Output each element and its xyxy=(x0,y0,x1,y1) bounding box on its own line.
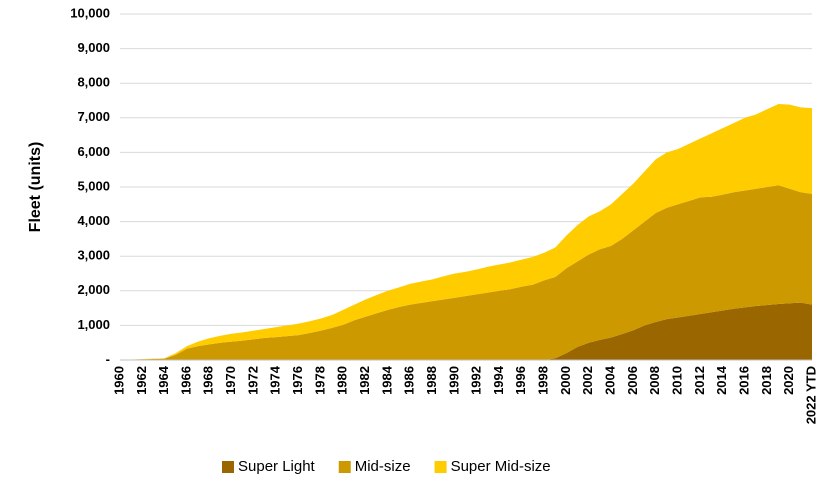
y-tick-label: 10,000 xyxy=(70,5,110,20)
y-tick-label: 2,000 xyxy=(77,282,110,297)
y-tick-label: 8,000 xyxy=(77,75,110,90)
x-tick-label: 1990 xyxy=(446,366,461,395)
x-tick-label: 2022 YTD xyxy=(803,366,818,424)
x-tick-label: 1966 xyxy=(178,366,193,395)
x-tick-label: 1974 xyxy=(268,365,283,395)
area xyxy=(120,302,812,360)
y-tick-label: 7,000 xyxy=(77,109,110,124)
x-tick-label: 1988 xyxy=(424,366,439,395)
x-tick-label: 1992 xyxy=(469,366,484,395)
x-tick-label: 1986 xyxy=(402,366,417,395)
x-tick-label: 2012 xyxy=(692,366,707,395)
x-tick-label: 2006 xyxy=(625,366,640,395)
x-tick-label: 1998 xyxy=(536,366,551,395)
x-tick-label: 1994 xyxy=(491,365,506,395)
y-tick-label: - xyxy=(106,351,110,366)
x-tick-label: 1960 xyxy=(111,366,126,395)
x-tick-label: 1964 xyxy=(156,365,171,395)
y-tick-label: 4,000 xyxy=(77,213,110,228)
legend-swatch xyxy=(434,461,447,473)
x-tick-label: 1996 xyxy=(513,366,528,395)
x-tick-label: 2002 xyxy=(580,366,595,395)
area xyxy=(120,103,812,361)
x-tick-label: 2014 xyxy=(714,365,729,395)
y-tick-label: 6,000 xyxy=(77,144,110,159)
x-tick-label: 2000 xyxy=(558,366,573,395)
x-tick-label: 1970 xyxy=(223,366,238,395)
legend-label: Mid-size xyxy=(355,458,411,475)
x-tick-label: 2018 xyxy=(759,366,774,395)
plot-area xyxy=(120,13,812,361)
y-tick-label: 5,000 xyxy=(77,178,110,193)
x-tick-label: 1982 xyxy=(357,366,372,395)
y-tick-label: 1,000 xyxy=(77,317,110,332)
x-tick-label: 1976 xyxy=(290,366,305,395)
x-tick-label: 1980 xyxy=(335,366,350,395)
x-tick-label: 1962 xyxy=(134,366,149,395)
legend-swatch xyxy=(222,461,234,473)
x-tick-label: 1978 xyxy=(312,366,327,395)
y-axis-title: Fleet (units) xyxy=(27,142,44,233)
y-tick-label: 3,000 xyxy=(77,248,110,263)
x-tick-label: 2016 xyxy=(736,366,751,395)
legend-swatch xyxy=(338,461,351,473)
area xyxy=(120,185,812,360)
x-tick-label: 2008 xyxy=(647,366,662,395)
legend-label: Super Light xyxy=(238,458,316,475)
x-tick-label: 1968 xyxy=(201,366,216,395)
x-tick-label: 1972 xyxy=(245,366,260,395)
y-tick-label: 9,000 xyxy=(77,40,110,55)
x-tick-label: 2010 xyxy=(670,366,685,395)
legend-label: Super Mid-size xyxy=(451,458,551,475)
x-tick-label: 2020 xyxy=(781,366,796,395)
x-tick-label: 1984 xyxy=(379,365,394,395)
x-tick-label: 2004 xyxy=(603,365,618,395)
